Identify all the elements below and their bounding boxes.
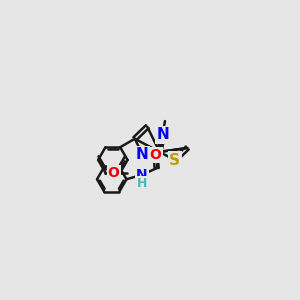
- Text: N: N: [156, 128, 169, 142]
- Text: N: N: [136, 168, 148, 182]
- Text: H: H: [137, 177, 147, 190]
- Text: O: O: [150, 148, 161, 162]
- Text: O: O: [108, 166, 119, 180]
- Text: S: S: [169, 152, 180, 167]
- Text: N: N: [136, 147, 149, 162]
